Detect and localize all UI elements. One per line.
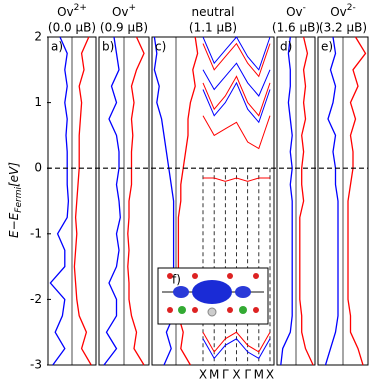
atom (192, 273, 198, 279)
dos-curve (127, 36, 145, 366)
spin-density (173, 286, 189, 298)
title-charge: + (129, 3, 137, 13)
atom (207, 307, 217, 317)
dos-curve (324, 36, 339, 366)
title-charge: 2+ (74, 3, 87, 13)
panel-title: Ov+ (112, 3, 136, 19)
band (202, 115, 271, 150)
k-point-label: X (199, 368, 207, 381)
title-label: Ov (57, 5, 74, 19)
atom (178, 306, 186, 314)
panel-tag: a) (51, 40, 63, 54)
atom (227, 273, 233, 279)
panel-title: Ov2- (330, 3, 356, 19)
title-label: Ov (330, 5, 347, 19)
k-point-label: Γ (244, 368, 251, 381)
atom (239, 306, 247, 314)
k-point-label: Γ (222, 368, 229, 381)
y-label-unit: [eV] (7, 162, 21, 187)
y-tick-label: 1 (34, 95, 42, 109)
dos-curve (103, 36, 121, 366)
title-label: neutral (192, 5, 235, 19)
title-charge: 2- (347, 3, 356, 13)
atom (167, 273, 173, 279)
panel-tag: e) (321, 40, 333, 54)
atom (253, 307, 259, 313)
k-point-label: M (209, 368, 219, 381)
band (203, 177, 270, 182)
band (202, 331, 271, 353)
band (202, 75, 271, 117)
spin-density (192, 280, 232, 304)
title-label: Ov (286, 5, 303, 19)
dos-curve (347, 36, 367, 366)
y-tick-label: -1 (30, 226, 42, 240)
dos-curve (49, 36, 70, 366)
k-point-label: X (266, 368, 274, 381)
panel-frame (151, 36, 275, 366)
k-point-label: M (254, 368, 264, 381)
y-axis-label: E−EFermi[eV] (7, 162, 24, 238)
atom (167, 307, 173, 313)
panel-tag: b) (102, 40, 114, 54)
panel-moment: (1.1 μB) (189, 21, 237, 35)
band (202, 338, 271, 360)
title-label: Ov (112, 5, 129, 19)
y-tick-label: -3 (30, 358, 42, 372)
band (202, 42, 271, 78)
panel-title: neutral (192, 5, 235, 19)
k-point-label: X (232, 368, 240, 381)
inset-tag: f) (172, 273, 181, 287)
panel-moment: (0.0 μB) (48, 21, 96, 35)
panel-title: Ov2+ (57, 3, 87, 19)
dos-curve (73, 36, 92, 366)
atom (227, 307, 233, 313)
inset: f) (157, 267, 269, 325)
y-tick-label: -2 (30, 292, 42, 306)
panel-moment: (3.2 μB) (319, 21, 367, 35)
dos-curve (280, 36, 293, 366)
atom (253, 273, 259, 279)
title-charge: - (303, 3, 306, 13)
y-tick-label: 0 (34, 161, 42, 175)
y-tick-label: 2 (34, 30, 42, 44)
dos-curve (299, 36, 314, 366)
panel-tag: d) (280, 40, 292, 54)
panel-moment: (1.6 μB) (272, 21, 320, 35)
panel-tag: c) (155, 40, 166, 54)
spin-density (235, 286, 251, 298)
panel-moment: (0.9 μB) (100, 21, 148, 35)
y-label-sub: Fermi (14, 187, 24, 213)
panel-title: Ov- (286, 3, 306, 19)
band (202, 36, 271, 71)
band (202, 81, 271, 124)
band (202, 62, 271, 97)
y-label-main: E−E (7, 212, 21, 238)
atom (192, 307, 198, 313)
